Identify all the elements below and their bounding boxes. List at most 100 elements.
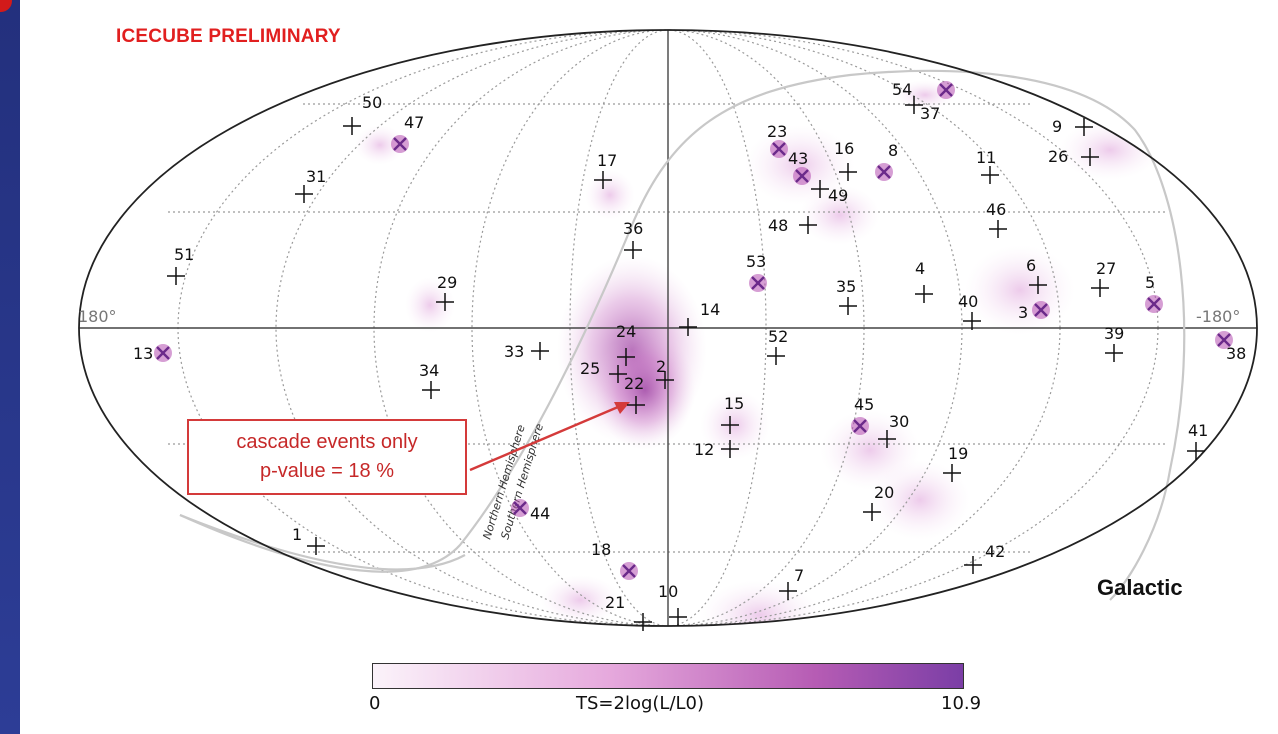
event-6-label: 6 xyxy=(1026,256,1036,275)
event-5-cascade-marker xyxy=(1147,297,1161,311)
event-35: 35 xyxy=(836,277,857,315)
event-41-label: 41 xyxy=(1188,421,1208,440)
event-2-label: 2 xyxy=(656,357,666,376)
event-50-label: 50 xyxy=(362,93,382,112)
event-9: 9 xyxy=(1052,117,1093,136)
sky-map: Northern Hemisphere Southern Hemisphere … xyxy=(78,29,1258,631)
ts-heatmap xyxy=(355,80,1160,626)
event-41: 41 xyxy=(1187,421,1208,460)
event-39-label: 39 xyxy=(1104,324,1124,343)
event-5-label: 5 xyxy=(1145,273,1155,292)
event-18: 18 xyxy=(591,540,638,580)
event-9-label: 9 xyxy=(1052,117,1062,136)
event-10: 10 xyxy=(658,582,687,626)
event-35-label: 35 xyxy=(836,277,856,296)
event-36-label: 36 xyxy=(623,219,643,238)
event-54-cascade-marker xyxy=(939,83,953,97)
event-6: 6 xyxy=(1026,256,1047,294)
event-17-label: 17 xyxy=(597,151,617,170)
event-53: 53 xyxy=(746,252,767,292)
event-44: 44 xyxy=(511,499,550,523)
event-8: 8 xyxy=(875,141,898,181)
event-27-label: 27 xyxy=(1096,259,1116,278)
event-3: 3 xyxy=(1018,301,1050,322)
event-31-label: 31 xyxy=(306,167,326,186)
event-30: 30 xyxy=(878,412,909,448)
event-48: 48 xyxy=(768,216,817,235)
event-16-label: 16 xyxy=(834,139,854,158)
axis-label-right: -180° xyxy=(1196,307,1241,326)
event-8-cascade-marker xyxy=(877,165,891,179)
hemisphere-boundary-curve xyxy=(179,513,466,571)
event-23: 23 xyxy=(767,122,788,158)
event-11: 11 xyxy=(976,148,999,184)
event-5: 5 xyxy=(1145,273,1163,313)
event-46-label: 46 xyxy=(986,200,1006,219)
event-14-label: 14 xyxy=(700,300,720,319)
event-50: 50 xyxy=(343,93,382,135)
event-48-label: 48 xyxy=(768,216,788,235)
event-18-label: 18 xyxy=(591,540,611,559)
event-11-label: 11 xyxy=(976,148,996,167)
event-13-cascade-marker xyxy=(156,346,170,360)
event-45-cascade-marker xyxy=(853,419,867,433)
event-14: 14 xyxy=(679,300,720,336)
event-49-label: 49 xyxy=(828,186,848,205)
event-1-label: 1 xyxy=(292,525,302,544)
event-43: 43 xyxy=(788,149,811,185)
event-54-label: 54 xyxy=(892,80,912,99)
event-23-label: 23 xyxy=(767,122,787,141)
event-39: 39 xyxy=(1104,324,1124,362)
event-23-cascade-marker xyxy=(772,142,786,156)
event-44-cascade-marker xyxy=(513,501,527,515)
event-40: 40 xyxy=(958,292,981,330)
event-53-label: 53 xyxy=(746,252,766,271)
event-8-label: 8 xyxy=(888,141,898,160)
event-26-label: 26 xyxy=(1048,147,1068,166)
event-40-label: 40 xyxy=(958,292,978,311)
event-24-label: 24 xyxy=(616,322,636,341)
callout-arrow-line xyxy=(469,405,619,472)
event-43-cascade-marker xyxy=(795,169,809,183)
event-20-label: 20 xyxy=(874,483,894,502)
event-42: 42 xyxy=(964,542,1005,574)
event-38-label: 38 xyxy=(1226,344,1246,363)
event-29: 29 xyxy=(436,273,457,311)
event-34-label: 34 xyxy=(419,361,439,380)
axis-label-left: 180° xyxy=(78,307,117,326)
event-52: 52 xyxy=(767,327,788,365)
event-52-label: 52 xyxy=(768,327,788,346)
event-26: 26 xyxy=(1048,147,1099,166)
event-45-label: 45 xyxy=(854,395,874,414)
map-boundary xyxy=(78,29,1258,627)
event-21: 21 xyxy=(605,593,652,631)
callout-arrow-head xyxy=(614,402,630,414)
event-27: 27 xyxy=(1091,259,1116,297)
event-38: 38 xyxy=(1215,331,1246,363)
event-54: 54 xyxy=(892,80,955,99)
galactic-plane-curve xyxy=(179,69,1186,601)
event-1: 1 xyxy=(292,525,325,555)
event-34: 34 xyxy=(419,361,440,399)
event-30-label: 30 xyxy=(889,412,909,431)
event-13: 13 xyxy=(133,344,172,363)
event-17: 17 xyxy=(594,151,617,189)
colorbar-min-label: 0 xyxy=(369,693,381,714)
event-12-label: 12 xyxy=(694,440,714,459)
event-13-label: 13 xyxy=(133,344,153,363)
event-53-cascade-marker xyxy=(751,276,765,290)
event-24: 24 xyxy=(616,322,636,366)
callout-box: cascade events only p-value = 18 % xyxy=(187,419,467,495)
figure-panel: Northern Hemisphere Southern Hemisphere … xyxy=(20,0,1278,734)
event-51-label: 51 xyxy=(174,245,194,264)
colorbar-max-label: 10.9 xyxy=(941,693,982,714)
event-47: 47 xyxy=(391,113,424,153)
event-31: 31 xyxy=(295,167,326,203)
event-7: 7 xyxy=(779,566,804,600)
event-19: 19 xyxy=(943,444,968,482)
event-7-label: 7 xyxy=(794,566,804,585)
event-29-label: 29 xyxy=(437,273,457,292)
callout-line-2: p-value = 18 % xyxy=(260,460,394,482)
event-46: 46 xyxy=(986,200,1007,238)
event-25: 25 xyxy=(580,359,627,383)
